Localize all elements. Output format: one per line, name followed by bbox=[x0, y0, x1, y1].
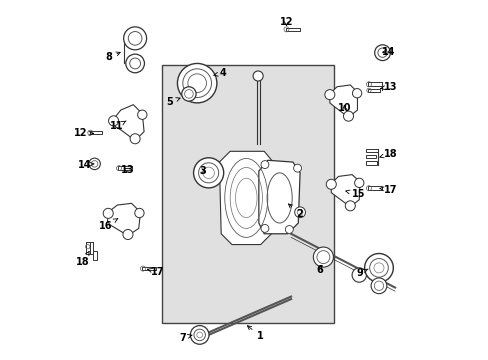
Text: 13: 13 bbox=[380, 82, 396, 92]
Circle shape bbox=[193, 158, 223, 188]
Circle shape bbox=[177, 63, 217, 103]
Polygon shape bbox=[330, 175, 359, 207]
Text: 7: 7 bbox=[179, 333, 192, 343]
Bar bbox=[366, 161, 376, 165]
Text: 13: 13 bbox=[121, 165, 134, 175]
Circle shape bbox=[324, 90, 334, 100]
Polygon shape bbox=[113, 105, 144, 140]
Circle shape bbox=[293, 164, 301, 172]
Circle shape bbox=[125, 54, 144, 73]
Bar bbox=[285, 28, 300, 31]
Text: 17: 17 bbox=[379, 185, 396, 195]
Circle shape bbox=[89, 158, 100, 170]
Bar bbox=[142, 267, 156, 270]
Text: 14: 14 bbox=[78, 159, 94, 170]
Circle shape bbox=[130, 134, 140, 144]
Text: 5: 5 bbox=[166, 97, 180, 107]
Bar bbox=[118, 166, 132, 170]
Text: 16: 16 bbox=[99, 219, 118, 230]
Circle shape bbox=[122, 229, 133, 239]
Text: 18: 18 bbox=[76, 251, 89, 267]
Circle shape bbox=[103, 208, 113, 219]
Bar bbox=[367, 82, 381, 86]
Circle shape bbox=[313, 247, 333, 267]
Polygon shape bbox=[329, 85, 357, 117]
Circle shape bbox=[343, 111, 353, 121]
Circle shape bbox=[108, 116, 119, 126]
Text: 14: 14 bbox=[381, 46, 394, 57]
Circle shape bbox=[370, 278, 386, 294]
Circle shape bbox=[187, 74, 206, 93]
Text: 17: 17 bbox=[147, 267, 163, 277]
Polygon shape bbox=[107, 203, 140, 235]
Circle shape bbox=[285, 226, 293, 233]
Circle shape bbox=[352, 89, 361, 98]
Circle shape bbox=[294, 207, 305, 218]
Circle shape bbox=[137, 110, 147, 120]
Circle shape bbox=[123, 27, 146, 50]
Bar bbox=[86, 242, 89, 253]
Text: 9: 9 bbox=[355, 268, 367, 278]
Bar bbox=[162, 65, 333, 323]
Text: 15: 15 bbox=[345, 189, 365, 199]
Text: 6: 6 bbox=[316, 265, 322, 275]
Circle shape bbox=[364, 253, 392, 282]
Text: 2: 2 bbox=[288, 204, 303, 219]
Bar bbox=[367, 186, 381, 190]
Bar bbox=[89, 131, 102, 134]
Circle shape bbox=[135, 208, 144, 218]
Circle shape bbox=[345, 201, 355, 211]
Polygon shape bbox=[258, 160, 300, 234]
Circle shape bbox=[351, 268, 366, 282]
Text: 3: 3 bbox=[199, 166, 206, 176]
Circle shape bbox=[182, 87, 196, 101]
Circle shape bbox=[261, 225, 268, 232]
Bar bbox=[366, 149, 377, 152]
Text: 10: 10 bbox=[337, 103, 350, 113]
Circle shape bbox=[253, 71, 263, 81]
Text: 1: 1 bbox=[247, 326, 263, 341]
Text: 12: 12 bbox=[74, 129, 93, 138]
Bar bbox=[366, 155, 376, 158]
Circle shape bbox=[190, 325, 208, 344]
Text: 4: 4 bbox=[213, 68, 225, 78]
Text: 11: 11 bbox=[110, 121, 126, 131]
Text: 8: 8 bbox=[105, 52, 120, 62]
Circle shape bbox=[261, 161, 268, 168]
Text: 12: 12 bbox=[279, 17, 292, 27]
Bar bbox=[93, 251, 97, 260]
Polygon shape bbox=[219, 151, 273, 244]
Circle shape bbox=[374, 45, 389, 60]
Circle shape bbox=[325, 179, 336, 189]
Circle shape bbox=[354, 178, 363, 188]
Bar bbox=[367, 89, 379, 92]
Text: 18: 18 bbox=[379, 149, 396, 159]
